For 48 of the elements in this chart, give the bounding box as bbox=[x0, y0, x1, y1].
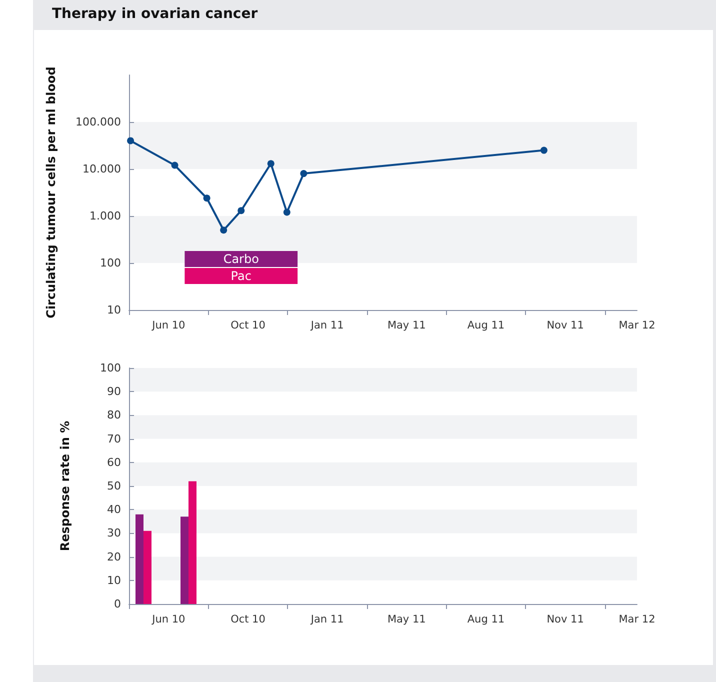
y-tick-label: 1.000 bbox=[90, 210, 121, 222]
point bbox=[540, 146, 548, 154]
x-tick-label: May 11 bbox=[387, 614, 426, 626]
point bbox=[171, 162, 178, 169]
x-tick-label: Mar 12 bbox=[618, 614, 656, 626]
y-tick-label: 10 bbox=[107, 304, 121, 316]
x-tick-label: Jan 11 bbox=[310, 614, 344, 626]
band-label: Pac bbox=[230, 269, 252, 283]
bar bbox=[180, 516, 188, 604]
x-tick-label: Oct 10 bbox=[230, 614, 266, 626]
y-tick-label: 100.000 bbox=[76, 116, 121, 128]
y-tick-label: 70 bbox=[107, 432, 121, 446]
x-tick-label: Oct 10 bbox=[230, 320, 266, 332]
y-tick-label: 80 bbox=[107, 408, 121, 422]
y-tick-label: 40 bbox=[107, 503, 121, 516]
y-tick-label: 10.000 bbox=[82, 162, 121, 176]
point bbox=[203, 194, 210, 202]
y-tick-label: 20 bbox=[107, 550, 121, 564]
point bbox=[127, 137, 134, 144]
point bbox=[220, 226, 228, 234]
y-tick-label: 0 bbox=[114, 598, 121, 610]
band-label: Carbo bbox=[223, 252, 259, 266]
y-axis-title: Response rate in % bbox=[58, 420, 72, 552]
y-tick-label: 100 bbox=[100, 256, 121, 270]
x-tick-label: May 11 bbox=[387, 320, 426, 332]
x-tick-label: Aug 11 bbox=[467, 614, 505, 626]
y-tick-label: 10 bbox=[107, 574, 121, 587]
chart-title: Therapy in ovarian cancer bbox=[52, 6, 258, 22]
x-tick-label: Jan 11 bbox=[310, 320, 344, 332]
point bbox=[238, 207, 245, 214]
x-tick-label: Nov 11 bbox=[546, 320, 584, 332]
y-axis-title: Circulating tumour cells per ml blood bbox=[44, 66, 58, 318]
x-tick-label: Jun 10 bbox=[151, 614, 186, 626]
bar bbox=[143, 530, 152, 604]
x-tick-label: Jun 10 bbox=[151, 320, 186, 332]
y-tick-label: 90 bbox=[107, 385, 121, 398]
x-tick-label: Mar 12 bbox=[618, 320, 656, 332]
y-tick-label: 60 bbox=[107, 456, 121, 469]
point bbox=[300, 170, 308, 178]
x-tick-label: Nov 11 bbox=[546, 614, 584, 626]
x-tick-label: Aug 11 bbox=[467, 320, 505, 332]
point bbox=[283, 208, 290, 216]
y-tick-label: 30 bbox=[107, 526, 121, 540]
bar bbox=[188, 481, 196, 604]
point bbox=[267, 160, 274, 168]
bar bbox=[135, 514, 144, 604]
y-tick-label: 100 bbox=[100, 362, 121, 374]
y-tick-label: 50 bbox=[107, 480, 121, 492]
